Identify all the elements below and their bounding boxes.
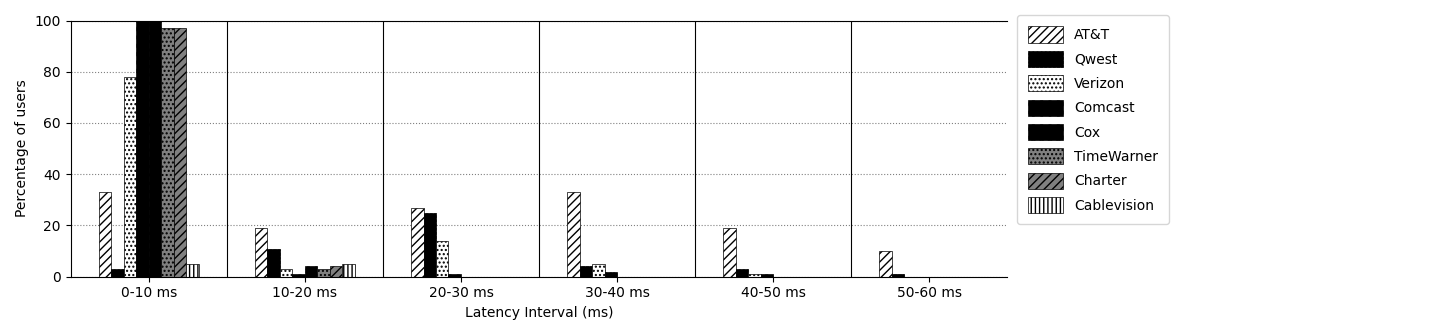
Bar — [604, 272, 617, 277]
Bar — [879, 251, 892, 277]
Bar — [161, 28, 174, 277]
Bar — [736, 269, 748, 277]
Y-axis label: Percentage of users: Percentage of users — [14, 80, 29, 217]
Bar — [292, 274, 305, 277]
Bar — [317, 269, 330, 277]
Bar — [98, 192, 111, 277]
Bar — [254, 228, 268, 277]
Bar — [437, 241, 448, 277]
Bar — [111, 269, 124, 277]
Bar — [411, 208, 424, 277]
Bar — [124, 77, 136, 277]
Bar — [330, 266, 343, 277]
Bar — [281, 269, 292, 277]
Bar — [343, 264, 354, 277]
Bar — [593, 264, 604, 277]
Bar — [305, 266, 317, 277]
Legend: AT&T, Qwest, Verizon, Comcast, Cox, TimeWarner, Charter, Cablevision: AT&T, Qwest, Verizon, Comcast, Cox, Time… — [1017, 15, 1168, 224]
Bar — [174, 28, 187, 277]
X-axis label: Latency Interval (ms): Latency Interval (ms) — [464, 306, 613, 320]
Bar — [567, 192, 580, 277]
Bar — [748, 274, 761, 277]
Bar — [187, 264, 198, 277]
Bar — [761, 274, 774, 277]
Bar — [723, 228, 736, 277]
Bar — [448, 274, 461, 277]
Bar — [268, 249, 281, 277]
Bar — [149, 20, 161, 277]
Bar — [892, 274, 904, 277]
Bar — [136, 20, 149, 277]
Bar — [424, 213, 437, 277]
Bar — [580, 266, 593, 277]
